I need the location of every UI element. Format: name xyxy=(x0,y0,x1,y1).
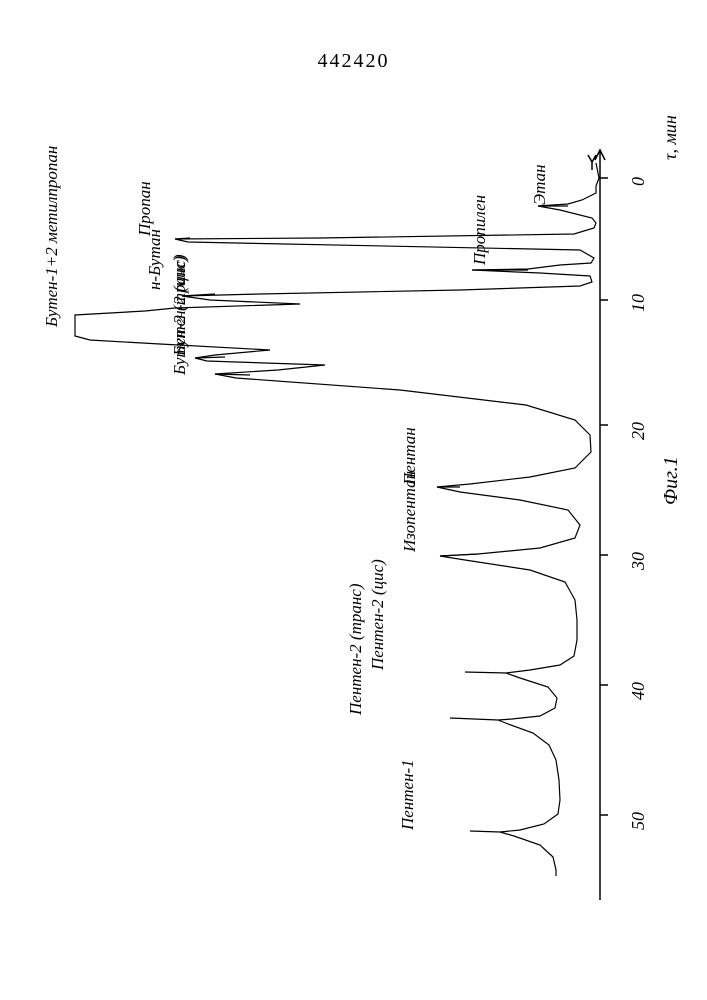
figure-label: Фиг.1 xyxy=(660,456,683,505)
tick-label: 40 xyxy=(628,682,649,700)
peak-label: Пентен-1 xyxy=(398,759,418,830)
tick-label: 30 xyxy=(628,552,649,570)
peak-label: н-Бутан xyxy=(145,229,165,290)
peak-label: Пентен-2 (цис) xyxy=(368,559,388,670)
tick-label: 50 xyxy=(628,812,649,830)
peak-label: Изопентан xyxy=(400,471,420,552)
axis-label: τ, мин xyxy=(660,115,681,160)
axis-ticks xyxy=(600,178,608,815)
peak-label: Этан xyxy=(530,164,550,205)
tick-label: 0 xyxy=(628,177,649,186)
tick-label: 10 xyxy=(628,294,649,312)
peak-label: Бутен-1+2 метилпропан xyxy=(42,146,62,327)
injection-marker xyxy=(588,155,596,170)
peak-leader-lines xyxy=(175,206,568,832)
chromatogram-chart xyxy=(0,0,707,1000)
tick-label: 20 xyxy=(628,422,649,440)
peak-label: Бутен-2 (транс) xyxy=(170,254,190,375)
peak-label: Пропан xyxy=(135,181,155,236)
peak-label: Пентен-2 (транс) xyxy=(346,583,366,715)
peak-label: Пропилен xyxy=(470,195,490,265)
